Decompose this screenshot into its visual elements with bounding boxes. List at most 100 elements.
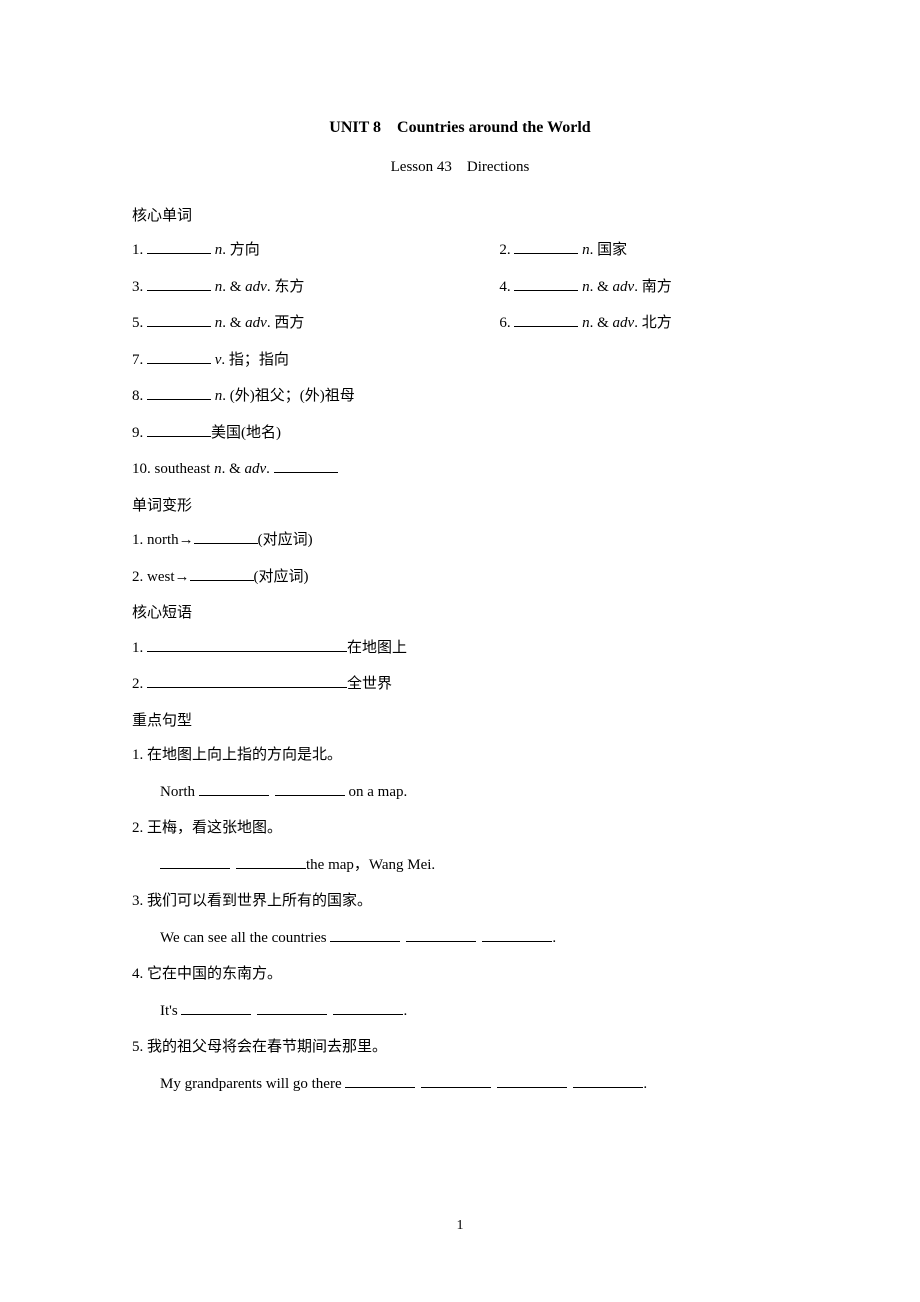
vocab-def: 国家 bbox=[593, 242, 627, 258]
fill-blank[interactable] bbox=[190, 566, 254, 581]
sentence-zh: 在地图上向上指的方向是北。 bbox=[147, 747, 342, 763]
pos: n bbox=[214, 461, 222, 477]
vocab-num: 9. bbox=[132, 425, 147, 441]
pos: n bbox=[582, 242, 590, 258]
vocab-num: 5. bbox=[132, 315, 147, 331]
fill-blank[interactable] bbox=[147, 385, 211, 400]
pos: n bbox=[582, 279, 590, 295]
pos-dot: . & bbox=[222, 279, 245, 295]
sentence-en: My grandparents will go there . bbox=[132, 1073, 788, 1096]
sentence-zh: 我们可以看到世界上所有的国家。 bbox=[147, 893, 372, 909]
form-item: 1. north→(对应词) bbox=[132, 529, 788, 552]
sentence-zh: 我的祖父母将会在春节期间去那里。 bbox=[147, 1039, 387, 1055]
section-vocab-head: 核心单词 bbox=[132, 205, 788, 228]
fill-blank[interactable] bbox=[199, 781, 269, 796]
phrase-num: 1. bbox=[132, 640, 147, 656]
pos-dot: . & bbox=[222, 461, 245, 477]
vocab-item: 2. n. 国家 bbox=[499, 239, 788, 262]
section-forms-head: 单词变形 bbox=[132, 495, 788, 518]
fill-blank[interactable] bbox=[147, 637, 347, 652]
fill-blank[interactable] bbox=[514, 239, 578, 254]
pos-dot: . & bbox=[222, 315, 245, 331]
pos2: adv bbox=[245, 461, 267, 477]
fill-blank[interactable] bbox=[274, 458, 338, 473]
sentence-en: We can see all the countries . bbox=[132, 927, 788, 950]
fill-blank[interactable] bbox=[147, 422, 211, 437]
fill-blank[interactable] bbox=[181, 1000, 251, 1015]
phrase-num: 2. bbox=[132, 676, 147, 692]
fill-blank[interactable] bbox=[147, 239, 211, 254]
fill-blank[interactable] bbox=[333, 1000, 403, 1015]
fill-blank[interactable] bbox=[406, 927, 476, 942]
fill-blank[interactable] bbox=[160, 854, 230, 869]
fill-blank[interactable] bbox=[236, 854, 306, 869]
vocab-def: 北方 bbox=[638, 315, 672, 331]
vocab-def: 西方 bbox=[271, 315, 305, 331]
sentence-num: 5. bbox=[132, 1039, 143, 1055]
vocab-item: 4. n. & adv. 南方 bbox=[499, 276, 788, 299]
fill-blank[interactable] bbox=[275, 781, 345, 796]
fill-blank[interactable] bbox=[257, 1000, 327, 1015]
fill-blank[interactable] bbox=[514, 276, 578, 291]
sentence-zh: 它在中国的东南方。 bbox=[147, 966, 282, 982]
pos-dot: . & bbox=[590, 315, 613, 331]
sentence-num: 1. bbox=[132, 747, 143, 763]
lesson-title: Lesson 43 Directions bbox=[132, 156, 788, 179]
fill-blank[interactable] bbox=[147, 312, 211, 327]
vocab-row: 3. n. & adv. 东方 4. n. & adv. 南方 bbox=[132, 276, 788, 299]
en-post: the map，Wang Mei. bbox=[306, 857, 435, 873]
vocab-def: 东方 bbox=[271, 279, 305, 295]
en-pre: It's bbox=[160, 1003, 181, 1019]
fill-blank[interactable] bbox=[421, 1073, 491, 1088]
pos2: adv bbox=[613, 279, 635, 295]
phrase-item: 1. 在地图上 bbox=[132, 637, 788, 660]
vocab-item: 8. n. (外)祖父；(外)祖母 bbox=[132, 385, 788, 408]
pos2-dot: . bbox=[266, 461, 274, 477]
pos2: adv bbox=[245, 315, 267, 331]
fill-blank[interactable] bbox=[147, 276, 211, 291]
vocab-def: (外)祖父；(外)祖母 bbox=[226, 388, 355, 404]
vocab-num: 3. bbox=[132, 279, 147, 295]
form-num: 1. north→ bbox=[132, 532, 194, 548]
en-post: . bbox=[552, 930, 556, 946]
fill-blank[interactable] bbox=[573, 1073, 643, 1088]
unit-title: UNIT 8 Countries around the World bbox=[132, 116, 788, 140]
phrase-item: 2. 全世界 bbox=[132, 673, 788, 696]
fill-blank[interactable] bbox=[194, 529, 258, 544]
sentence-en: North on a map. bbox=[132, 781, 788, 804]
sentence-en: the map，Wang Mei. bbox=[132, 854, 788, 877]
sentence-num: 2. bbox=[132, 820, 143, 836]
pos-dot: . & bbox=[590, 279, 613, 295]
vocab-row: 5. n. & adv. 西方 6. n. & adv. 北方 bbox=[132, 312, 788, 335]
form-tail: (对应词) bbox=[254, 569, 309, 585]
sentence-item: 2. 王梅，看这张地图。 bbox=[132, 817, 788, 840]
vocab-num: 2. bbox=[499, 242, 514, 258]
fill-blank[interactable] bbox=[345, 1073, 415, 1088]
fill-blank[interactable] bbox=[147, 673, 347, 688]
fill-blank[interactable] bbox=[482, 927, 552, 942]
section-phrases-head: 核心短语 bbox=[132, 602, 788, 625]
sentence-zh: 王梅，看这张地图。 bbox=[147, 820, 282, 836]
vocab-def: 美国(地名) bbox=[211, 425, 281, 441]
vocab-def: 指；指向 bbox=[225, 352, 289, 368]
fill-blank[interactable] bbox=[147, 349, 211, 364]
vocab-item: 9. 美国(地名) bbox=[132, 422, 788, 445]
vocab-def: 方向 bbox=[226, 242, 260, 258]
en-post: on a map. bbox=[345, 784, 407, 800]
fill-blank[interactable] bbox=[514, 312, 578, 327]
fill-blank[interactable] bbox=[330, 927, 400, 942]
vocab-item: 3. n. & adv. 东方 bbox=[132, 276, 499, 299]
sentence-item: 4. 它在中国的东南方。 bbox=[132, 963, 788, 986]
vocab-item: 1. n. 方向 bbox=[132, 239, 499, 262]
en-post: . bbox=[643, 1076, 647, 1092]
vocab-def: 南方 bbox=[638, 279, 672, 295]
fill-blank[interactable] bbox=[497, 1073, 567, 1088]
phrase-tail: 在地图上 bbox=[347, 640, 407, 656]
phrase-tail: 全世界 bbox=[347, 676, 392, 692]
sentence-item: 1. 在地图上向上指的方向是北。 bbox=[132, 744, 788, 767]
en-post: . bbox=[403, 1003, 407, 1019]
sentence-item: 5. 我的祖父母将会在春节期间去那里。 bbox=[132, 1036, 788, 1059]
form-item: 2. west→(对应词) bbox=[132, 566, 788, 589]
pos2: adv bbox=[245, 279, 267, 295]
pos: n bbox=[582, 315, 590, 331]
